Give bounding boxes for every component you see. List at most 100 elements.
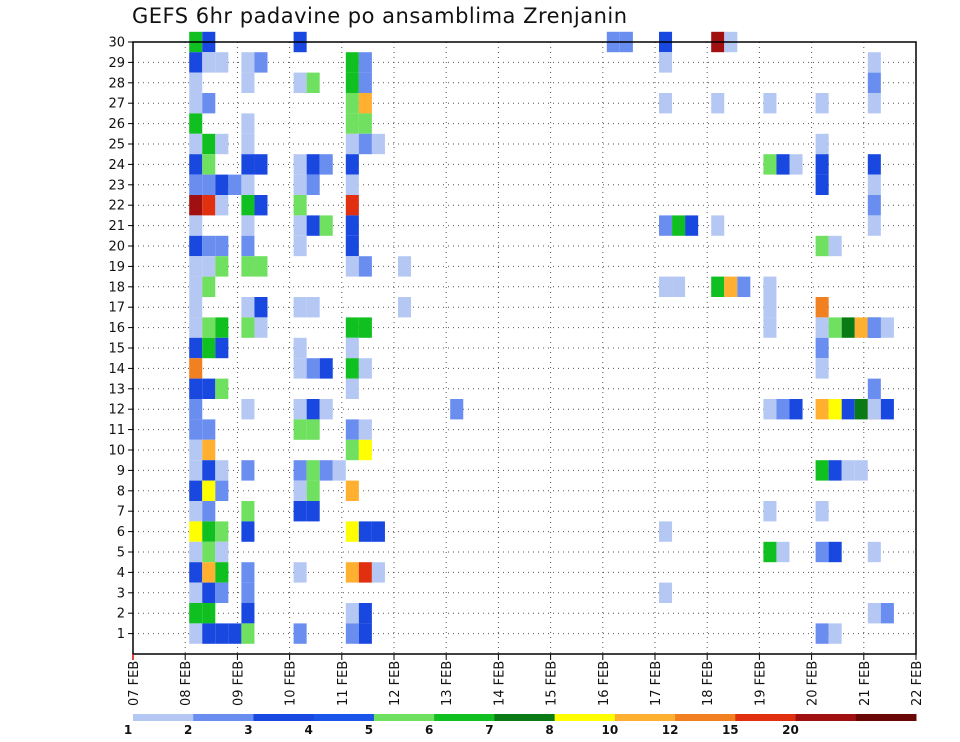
heatmap-cell xyxy=(202,480,216,501)
x-tick-label: 15 FEB xyxy=(545,661,560,706)
heatmap-cell xyxy=(202,52,216,73)
heatmap-cell xyxy=(345,521,359,542)
heatmap-cell xyxy=(202,93,216,114)
colorbar-label: 15 xyxy=(722,723,739,737)
x-tick-label: 20 FEB xyxy=(806,661,821,706)
heatmap-cell xyxy=(293,154,307,175)
heatmap-cell xyxy=(815,317,829,338)
heatmap-cell xyxy=(319,215,333,236)
heatmap-cell xyxy=(215,582,229,603)
heatmap-cell xyxy=(254,317,268,338)
heatmap-cell xyxy=(763,93,777,114)
heatmap-cell xyxy=(189,93,203,114)
heatmap-cell xyxy=(319,460,333,481)
y-tick-label: 7 xyxy=(117,505,125,520)
heatmap-cell xyxy=(189,603,203,624)
heatmap-cell xyxy=(345,378,359,399)
y-tick-label: 14 xyxy=(108,362,125,377)
heatmap-cell xyxy=(345,93,359,114)
colorbar-segment xyxy=(193,714,254,721)
heatmap-cell xyxy=(867,603,881,624)
heatmap-cell xyxy=(215,256,229,277)
heatmap-cell xyxy=(776,399,790,420)
heatmap-cell xyxy=(215,174,229,195)
heatmap-cell xyxy=(763,276,777,297)
heatmap-cell xyxy=(841,317,855,338)
heatmap-cell xyxy=(867,541,881,563)
heatmap-cell xyxy=(241,623,255,644)
y-tick-label: 24 xyxy=(108,158,125,173)
heatmap-cell xyxy=(189,133,203,155)
heatmap-cell xyxy=(293,419,307,440)
heatmap-cell xyxy=(319,358,333,379)
heatmap-cell xyxy=(293,562,307,583)
colorbar-label: 5 xyxy=(365,723,373,737)
heatmap-cell xyxy=(815,154,829,175)
heatmap-cell xyxy=(189,113,203,134)
heatmap-cell xyxy=(306,215,320,236)
heatmap-cell xyxy=(293,337,307,359)
heatmap-cell xyxy=(345,113,359,134)
heatmap-cell xyxy=(306,460,320,481)
colorbar-segment xyxy=(614,714,676,721)
heatmap-cell xyxy=(345,133,359,155)
heatmap-cell xyxy=(293,297,307,318)
heatmap-cell xyxy=(659,582,673,603)
heatmap-cell xyxy=(189,72,203,93)
colorbar-segment xyxy=(373,714,435,721)
heatmap-cell xyxy=(345,439,359,461)
heatmap-cell xyxy=(398,297,412,318)
heatmap-cell xyxy=(202,521,216,542)
heatmap-cell xyxy=(672,276,686,297)
heatmap-cell xyxy=(293,501,307,522)
heatmap-cell xyxy=(189,337,203,359)
y-tick-label: 16 xyxy=(108,321,125,336)
colorbar: 1 2 3 4 5 6 7 8 10 12 15 20 xyxy=(124,714,917,737)
heatmap-cell xyxy=(345,562,359,583)
heatmap-cell xyxy=(293,623,307,644)
heatmap-cell xyxy=(293,480,307,501)
heatmap-cell xyxy=(880,317,894,338)
heatmap-cell xyxy=(867,93,881,114)
heatmap-cell xyxy=(202,195,216,216)
colorbar-segment xyxy=(494,714,556,721)
heatmap-cell xyxy=(841,399,855,420)
colorbar-label: 7 xyxy=(485,723,493,737)
heatmap-cell xyxy=(189,195,203,216)
heatmap-cell xyxy=(880,603,894,624)
heatmap-cell xyxy=(659,52,673,73)
heatmap-cell xyxy=(202,603,216,624)
heatmap-cell xyxy=(711,215,725,236)
heatmap-cell xyxy=(202,541,216,563)
y-tick-label: 3 xyxy=(117,586,125,601)
heatmap-cell xyxy=(828,460,842,481)
heatmap-cell xyxy=(241,582,255,603)
heatmap-cell xyxy=(815,358,829,379)
heatmap-cell xyxy=(345,154,359,175)
heatmap-cell xyxy=(215,52,229,73)
heatmap-cell xyxy=(254,256,268,277)
heatmap-cell xyxy=(189,521,203,542)
heatmap-cell xyxy=(358,623,372,644)
heatmap-cell xyxy=(241,195,255,216)
y-tick-label: 27 xyxy=(108,97,125,112)
heatmap-cell xyxy=(828,317,842,338)
heatmap-cell xyxy=(202,582,216,603)
heatmap-cell xyxy=(332,460,346,481)
heatmap-cell xyxy=(241,317,255,338)
heatmap-cell xyxy=(358,256,372,277)
heatmap-cell xyxy=(319,399,333,420)
heatmap-cell xyxy=(345,195,359,216)
heatmap-cell xyxy=(763,317,777,338)
heatmap-cell xyxy=(763,297,777,318)
heatmap-cell xyxy=(306,399,320,420)
x-tick-label: 09 FEB xyxy=(231,661,246,706)
y-tick-label: 1 xyxy=(117,627,125,642)
heatmap-cell xyxy=(319,154,333,175)
heatmap-cell xyxy=(867,72,881,93)
heatmap-cell xyxy=(763,399,777,420)
heatmap-cell xyxy=(241,256,255,277)
heatmap-cell xyxy=(398,256,412,277)
heatmap-cell xyxy=(815,399,829,420)
x-tick-label: 21 FEB xyxy=(858,661,873,706)
